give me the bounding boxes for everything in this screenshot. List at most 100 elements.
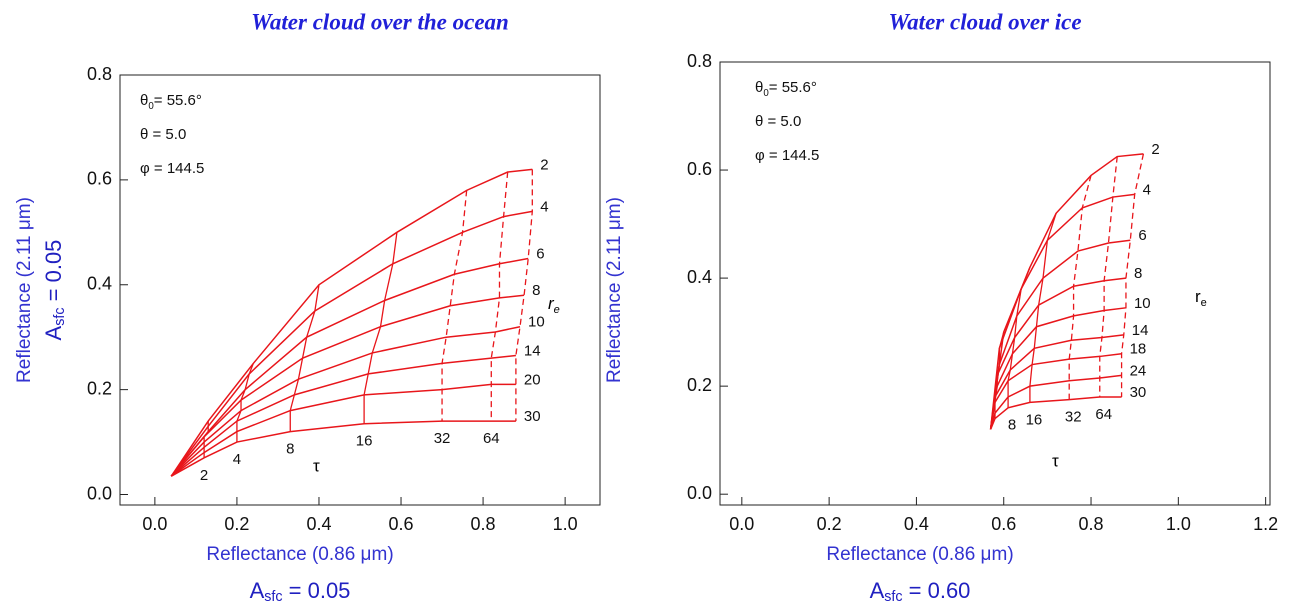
x-tick-label: 0.6 (991, 514, 1016, 534)
tau-line (289, 284, 320, 432)
re-line (989, 334, 1124, 430)
re-line (989, 153, 1144, 430)
geometry-param-symbol: θ = 5.0 (755, 113, 801, 130)
re-label-sub: e (554, 304, 560, 316)
surface-albedo-sub: sfc (884, 589, 902, 605)
y-tick-label: 0.4 (87, 274, 112, 294)
re-value-label: 14 (1132, 322, 1149, 339)
geometry-param-symbol: θ (755, 79, 763, 96)
tau-value-label: 64 (1095, 406, 1112, 423)
geometry-param-sub: 0 (763, 88, 769, 99)
geometry-param-symbol: φ = 144.5 (140, 160, 204, 177)
tau-value-label: 32 (1065, 409, 1082, 426)
y-surface-albedo: Asfc = 0.05 (41, 240, 68, 341)
re-value-label: 8 (532, 282, 540, 299)
tau-symbol: τ (1052, 451, 1059, 470)
re-line (989, 193, 1135, 430)
re-value-label: 6 (1138, 227, 1146, 244)
re-line (989, 277, 1127, 430)
plot-frame (719, 61, 1271, 506)
re-line (170, 325, 521, 477)
geometry-param: θ = 5.0 (140, 126, 186, 143)
surface-albedo-symbol: A (870, 578, 885, 603)
surface-albedo: Asfc = 0.60 (870, 578, 971, 605)
y-surface-albedo-text: = 0.05 (41, 240, 66, 308)
re-value-label: 24 (1130, 362, 1147, 379)
re-value-label: 18 (1130, 341, 1147, 358)
y-tick-label: 0.8 (687, 51, 712, 71)
x-tick-label: 0.4 (306, 514, 331, 534)
re-label: re (548, 294, 560, 315)
re-line (989, 374, 1122, 430)
x-tick-label: 1.2 (1253, 514, 1278, 534)
tau-line (236, 363, 254, 443)
surface-albedo-text: = 0.05 (283, 578, 351, 603)
plot-frame (119, 74, 601, 506)
x-axis-label: Reflectance (0.86 μm) (826, 544, 1013, 565)
tau-line (363, 232, 398, 424)
re-value-label: 10 (528, 314, 545, 331)
x-tick-label: 0.6 (389, 514, 414, 534)
re-line (170, 383, 516, 477)
re-label: re (1195, 287, 1207, 308)
y-surface-albedo-sub: sfc (52, 307, 68, 325)
x-tick-label: 0.4 (904, 514, 929, 534)
geometry-param-text: = 55.6° (769, 79, 817, 96)
re-line (989, 352, 1122, 430)
re-value-label: 20 (524, 371, 541, 388)
surface-albedo-symbol: A (250, 578, 265, 603)
y-tick-label: 0.6 (687, 159, 712, 179)
tau-line (441, 190, 468, 422)
y-tick-label: 0.2 (87, 378, 112, 398)
re-line (170, 294, 525, 477)
re-line (170, 168, 533, 477)
y-surface-albedo-symbol: A (41, 325, 66, 340)
tau-line (1099, 156, 1118, 397)
tau-value-label: 8 (286, 441, 294, 458)
re-value-label: 8 (1134, 265, 1142, 282)
chart-title: Water cloud over the ocean (251, 9, 509, 34)
x-tick-label: 0.0 (142, 514, 167, 534)
y-tick-label: 0.6 (87, 169, 112, 189)
geometry-param-symbol: θ = 5.0 (140, 126, 186, 143)
tau-value-label: 16 (356, 433, 373, 450)
re-line (170, 354, 516, 477)
re-line (170, 420, 516, 477)
geometry-param-sub: 0 (148, 101, 154, 112)
re-line (170, 257, 529, 477)
geometry-param: θ0= 55.6° (140, 92, 202, 112)
re-label-symbol: r (548, 294, 555, 313)
y-tick-label: 0.0 (87, 483, 112, 503)
re-line (989, 307, 1127, 430)
tau-line (490, 171, 509, 422)
re-value-label: 2 (540, 156, 548, 173)
x-tick-label: 0.8 (1079, 514, 1104, 534)
re-value-label: 4 (540, 198, 548, 215)
tau-value-label: 16 (1026, 411, 1043, 428)
y-axis-label: Reflectance (2.11 μm) (604, 197, 625, 383)
re-line (989, 239, 1131, 430)
re-value-label: 2 (1151, 141, 1159, 158)
geometry-param: φ = 144.5 (140, 160, 204, 177)
y-tick-label: 0.4 (687, 267, 712, 287)
surface-albedo: Asfc = 0.05 (250, 578, 351, 605)
re-value-label: 4 (1143, 181, 1151, 198)
re-label-symbol: r (1195, 287, 1201, 306)
x-tick-label: 0.2 (817, 514, 842, 534)
x-tick-label: 0.0 (729, 514, 754, 534)
re-value-label: 30 (1130, 384, 1147, 401)
y-tick-label: 0.0 (687, 483, 712, 503)
geometry-param: θ = 5.0 (755, 113, 801, 130)
re-value-label: 30 (524, 408, 541, 425)
re-label-sub: e (1201, 297, 1207, 309)
re-value-label: 6 (536, 246, 544, 263)
y-tick-label: 0.8 (87, 64, 112, 84)
re-value-label: 10 (1134, 295, 1151, 312)
tau-symbol: τ (313, 456, 320, 475)
y-tick-label: 0.2 (687, 375, 712, 395)
x-tick-label: 1.0 (1166, 514, 1191, 534)
chart-title: Water cloud over ice (888, 9, 1081, 34)
surface-albedo-sub: sfc (264, 589, 282, 605)
tau-line (515, 169, 533, 422)
